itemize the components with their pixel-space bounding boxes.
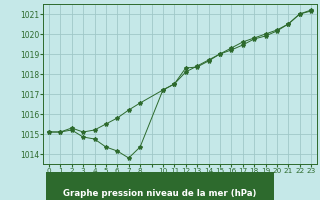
Text: Graphe pression niveau de la mer (hPa): Graphe pression niveau de la mer (hPa) xyxy=(63,189,257,198)
